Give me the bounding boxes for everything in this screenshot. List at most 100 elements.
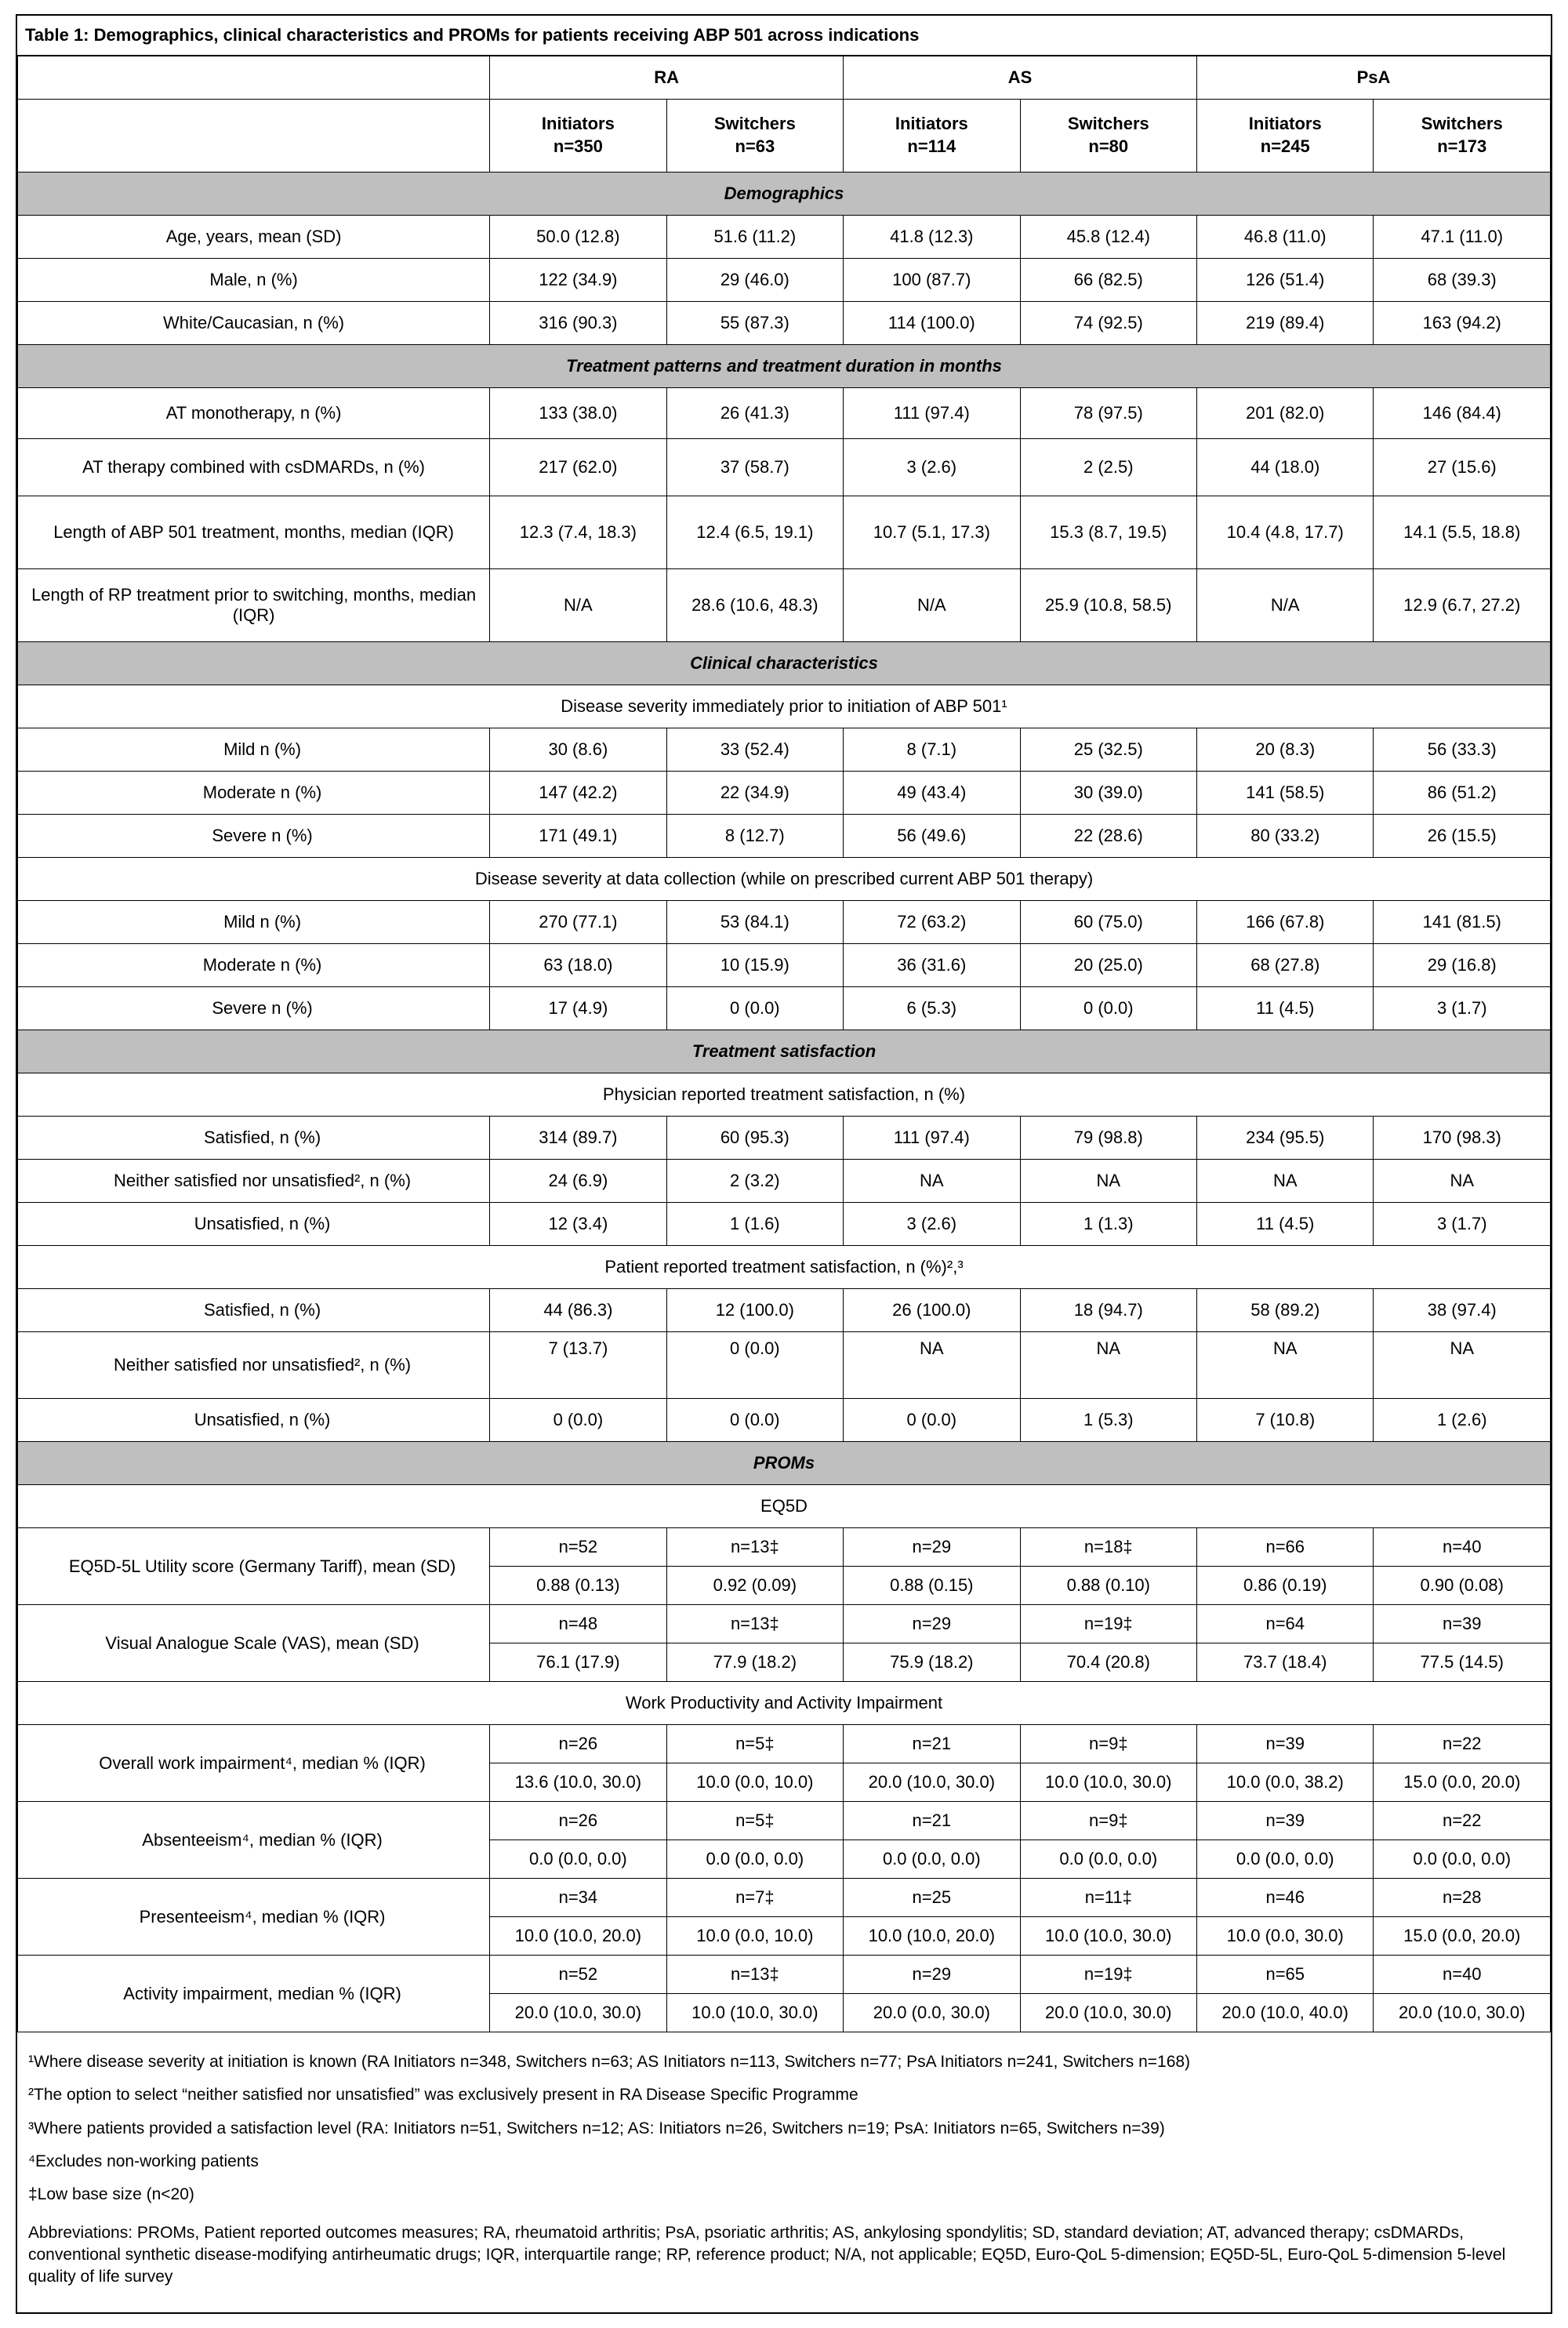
row-label: Absenteeism⁴, median % (IQR)	[16, 1801, 491, 1879]
value-cell: 1 (5.3)	[1019, 1398, 1198, 1442]
row-label: Male, n (%)	[16, 258, 491, 302]
value-cell: 66 (82.5)	[1019, 258, 1198, 302]
section-row: Treatment satisfaction	[17, 1030, 1551, 1073]
value-cell: 20.0 (10.0, 40.0)	[1196, 1993, 1374, 2032]
subsection-header: Patient reported treatment satisfaction,…	[17, 1245, 1551, 1289]
value-cell: N/A	[843, 568, 1021, 642]
value-cell: 15.0 (0.0, 20.0)	[1373, 1916, 1551, 1956]
subsection-row: Work Productivity and Activity Impairmen…	[17, 1681, 1551, 1725]
value-cell: NA	[1019, 1159, 1198, 1203]
value-cell-n: n=21	[843, 1801, 1021, 1840]
column-header-n: n=80	[1088, 136, 1129, 156]
value-cell-n: n=19‡	[1019, 1604, 1198, 1643]
row-label: Mild n (%)	[16, 900, 491, 944]
value-cell: 80 (33.2)	[1196, 814, 1374, 858]
value-cell: 111 (97.4)	[843, 1116, 1021, 1160]
value-cell: 0.0 (0.0, 0.0)	[843, 1840, 1021, 1879]
value-cell: 55 (87.3)	[666, 301, 844, 345]
value-cell-n: n=52	[489, 1527, 667, 1567]
value-cell: 111 (97.4)	[843, 387, 1021, 439]
table-row: AT monotherapy, n (%) 133 (38.0) 26 (41.3)…	[16, 387, 1551, 439]
value-cell: NA	[1019, 1331, 1198, 1399]
value-cell: 26 (41.3)	[666, 387, 844, 439]
table-header: RA AS PsA Initiators n=350 Switchers n=63 Initi…	[16, 56, 1551, 173]
value-cell: 10.0 (10.0, 20.0)	[489, 1916, 667, 1956]
value-cell: 314 (89.7)	[489, 1116, 667, 1160]
value-cell: 12 (3.4)	[489, 1202, 667, 1246]
table-row: Age, years, mean (SD) 50.0 (12.8) 51.6 (11…	[16, 215, 1551, 259]
value-cell: NA	[843, 1159, 1021, 1203]
row-label: EQ5D-5L Utility score (Germany Tariff), …	[16, 1527, 491, 1605]
column-group-row: RA AS PsA	[16, 56, 1551, 100]
value-cell-n: n=65	[1196, 1955, 1374, 1994]
value-cell: 29 (46.0)	[666, 258, 844, 302]
table-row: 76.1 (17.9) 77.9 (18.2) 75.9 (18.2) 70.4 (2…	[18, 1643, 1551, 1682]
value-cell-n: n=28	[1373, 1878, 1551, 1917]
value-cell: 44 (18.0)	[1196, 438, 1374, 496]
value-cell: 20.0 (10.0, 30.0)	[1019, 1993, 1198, 2032]
value-cell: 75.9 (18.2)	[843, 1643, 1021, 1682]
value-cell: 14.1 (5.5, 18.8)	[1373, 496, 1551, 569]
value-cell: 10.0 (10.0, 30.0)	[1019, 1916, 1198, 1956]
value-cell-n: n=9‡	[1019, 1801, 1198, 1840]
value-cell-n: n=34	[489, 1878, 667, 1917]
value-cell: NA	[1196, 1159, 1374, 1203]
header-corner-cell	[16, 99, 491, 173]
footnote: Abbreviations: PROMs, Patient reported o…	[28, 2223, 1506, 2286]
row-label: Severe n (%)	[16, 814, 491, 858]
table-row: AT therapy combined with csDMARDs, n (%)…	[16, 438, 1551, 496]
value-cell: 166 (67.8)	[1196, 900, 1374, 944]
value-cell: 10.0 (10.0, 30.0)	[1019, 1763, 1198, 1802]
value-cell: 100 (87.7)	[843, 258, 1021, 302]
value-cell: 3 (2.6)	[843, 1202, 1021, 1246]
value-cell: 56 (49.6)	[843, 814, 1021, 858]
value-cell: 36 (31.6)	[843, 943, 1021, 987]
value-cell: N/A	[489, 568, 667, 642]
value-cell: 33 (52.4)	[666, 728, 844, 772]
value-cell: 316 (90.3)	[489, 301, 667, 345]
value-cell: 58 (89.2)	[1196, 1288, 1374, 1332]
value-cell-n: n=52	[489, 1955, 667, 1994]
value-cell: 20.0 (10.0, 30.0)	[1373, 1993, 1551, 2032]
value-cell: 0 (0.0)	[666, 1331, 844, 1399]
table-row: Unsatisfied, n (%) 0 (0.0) 0 (0.0) 0 (0.0) 1…	[16, 1398, 1551, 1442]
value-cell-n: n=18‡	[1019, 1527, 1198, 1567]
value-cell: 7 (13.7)	[489, 1331, 667, 1399]
table-row: Presenteeism⁴, median % (IQR) n=34 n=7‡ n=2…	[16, 1878, 1551, 1956]
value-cell-n: n=40	[1373, 1955, 1551, 1994]
value-cell: 17 (4.9)	[489, 986, 667, 1030]
subsection-row: EQ5D	[17, 1484, 1551, 1528]
table-row: Mild n (%) 270 (77.1) 53 (84.1) 72 (63.2) 60…	[16, 900, 1551, 944]
value-cell: 56 (33.3)	[1373, 728, 1551, 772]
value-cell: 3 (1.7)	[1373, 986, 1551, 1030]
section-header: PROMs	[17, 1441, 1551, 1485]
value-cell-n: n=13‡	[666, 1527, 844, 1567]
value-cell: 20 (25.0)	[1019, 943, 1198, 987]
footnote: ‡Low base size (n<20)	[28, 2185, 194, 2204]
value-cell: 1 (2.6)	[1373, 1398, 1551, 1442]
value-cell: 0 (0.0)	[1019, 986, 1198, 1030]
table-row: Unsatisfied, n (%) 12 (3.4) 1 (1.6) 3 (2.6)…	[16, 1202, 1551, 1246]
value-cell: 51.6 (11.2)	[666, 215, 844, 259]
value-cell: 79 (98.8)	[1019, 1116, 1198, 1160]
value-cell: 0.0 (0.0, 0.0)	[1019, 1840, 1198, 1879]
table-row: EQ5D-5L Utility score (Germany Tariff), …	[16, 1527, 1551, 1605]
value-cell: 11 (4.5)	[1196, 1202, 1374, 1246]
column-header-0: Initiators n=350	[489, 99, 667, 173]
value-cell: 18 (94.7)	[1019, 1288, 1198, 1332]
table-title: Table 1: Demographics, clinical characte…	[17, 16, 1551, 56]
subsection-header: Disease severity at data collection (whi…	[17, 857, 1551, 901]
subsection-row: Physician reported treatment satisfactio…	[17, 1073, 1551, 1117]
column-header-n: n=63	[735, 136, 775, 156]
column-header-n: n=245	[1260, 136, 1310, 156]
table-row: Male, n (%) 122 (34.9) 29 (46.0) 100 (87.7)…	[16, 258, 1551, 302]
column-group-ra: RA	[489, 56, 844, 100]
value-cell: 114 (100.0)	[843, 301, 1021, 345]
value-cell: NA	[1196, 1331, 1374, 1399]
table-row: Severe n (%) 17 (4.9) 0 (0.0) 6 (5.3) 0 (0.0…	[16, 986, 1551, 1030]
row-label: Presenteeism⁴, median % (IQR)	[16, 1878, 491, 1956]
value-cell-n: n=7‡	[666, 1878, 844, 1917]
value-cell: 147 (42.2)	[489, 771, 667, 815]
column-header-label: Switchers	[713, 114, 796, 134]
value-cell: 2 (2.5)	[1019, 438, 1198, 496]
